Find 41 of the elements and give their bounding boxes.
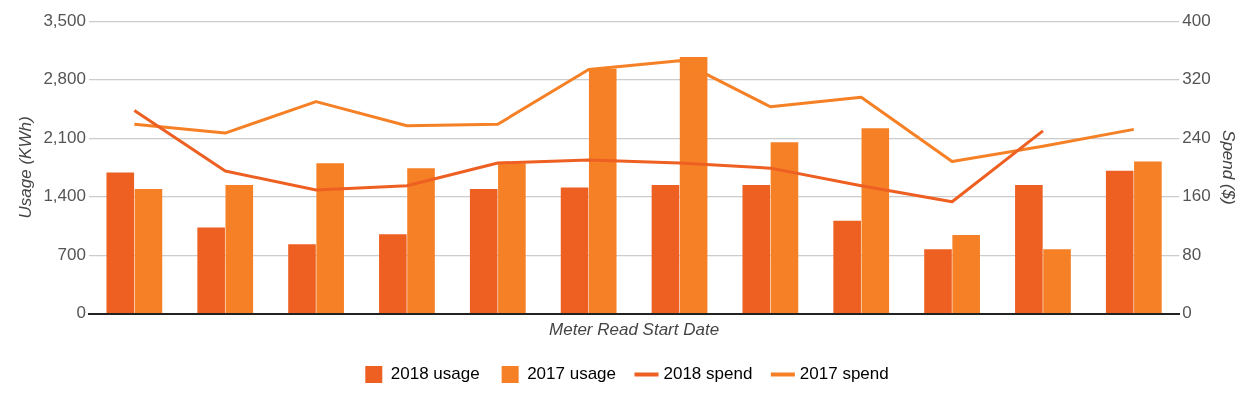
- bar: [106, 172, 135, 313]
- bar: [1105, 170, 1134, 313]
- bar: [498, 163, 526, 313]
- legend-label: 2017 usage: [527, 364, 617, 384]
- y2-tick-label: 0: [1182, 303, 1192, 323]
- y-axis-title: Usage (KWh): [15, 116, 35, 219]
- bar: [379, 234, 407, 313]
- y-tick-label: 1,400: [43, 186, 86, 206]
- y-tick-label: 3,500: [43, 10, 86, 30]
- legend-label: 2018 usage: [390, 364, 480, 384]
- bar: [1043, 249, 1071, 313]
- y-tick-label: 2,100: [43, 127, 86, 147]
- y-tick-label: 700: [57, 244, 86, 264]
- bar: [407, 168, 435, 313]
- bar: [651, 184, 680, 313]
- bar: [742, 184, 771, 313]
- y2-tick-label: 80: [1182, 244, 1202, 264]
- x-axis-title: Meter Read Start Date: [549, 319, 720, 339]
- bar: [1015, 184, 1043, 313]
- bar: [288, 244, 316, 313]
- y2-tick-label: 400: [1182, 10, 1211, 30]
- bar: [197, 227, 225, 313]
- bar: [134, 189, 163, 313]
- y-tick-label: 2,800: [43, 69, 86, 89]
- y2-tick-label: 320: [1182, 69, 1211, 89]
- bar: [770, 142, 799, 313]
- legend-label: 2018 spend: [663, 364, 753, 384]
- bar: [225, 184, 254, 313]
- y2-tick-label: 160: [1182, 186, 1211, 206]
- bar: [316, 163, 344, 313]
- y2-axis-title: Spend ($): [1219, 130, 1239, 205]
- bar: [1134, 161, 1162, 313]
- bar: [861, 128, 890, 313]
- bar: [924, 249, 952, 313]
- bar: [469, 189, 498, 313]
- bar: [833, 220, 861, 313]
- y2-tick-label: 240: [1182, 127, 1211, 147]
- bar: [560, 187, 589, 313]
- legend-label: 2017 spend: [799, 364, 889, 384]
- y-tick-label: 0: [76, 303, 86, 323]
- bar: [952, 235, 980, 313]
